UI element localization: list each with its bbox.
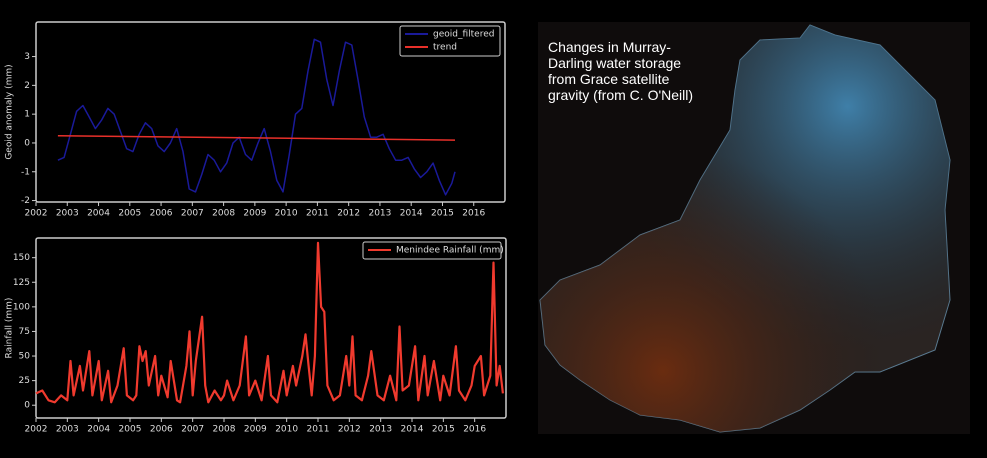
y-tick-label: 100	[13, 302, 30, 312]
caption-line: Darling water storage	[548, 55, 681, 71]
x-tick-label: 2010	[275, 425, 298, 435]
x-tick-label: 2008	[212, 209, 235, 219]
y-tick-label: 0	[24, 401, 30, 411]
y-axis-label: Rainfall (mm)	[5, 298, 15, 359]
caption-line: gravity (from C. O'Neill)	[548, 87, 693, 103]
x-tick-label: 2003	[56, 425, 79, 435]
map-shade-brown	[540, 25, 950, 432]
x-tick-label: 2013	[368, 209, 391, 219]
x-tick-label: 2016	[462, 209, 485, 219]
y-tick-label: 0	[24, 138, 30, 148]
x-tick-label: 2014	[401, 425, 424, 435]
x-tick-label: 2005	[118, 209, 141, 219]
data-line	[57, 135, 456, 141]
y-tick-label: 125	[13, 278, 30, 288]
y-tick-label: 1	[24, 110, 30, 120]
y-tick-label: 75	[19, 327, 30, 337]
legend-label: trend	[433, 43, 457, 53]
x-tick-label: 2008	[213, 425, 236, 435]
x-tick-label: 2005	[119, 425, 142, 435]
x-tick-label: 2003	[56, 209, 79, 219]
x-tick-label: 2002	[25, 425, 48, 435]
x-tick-label: 2007	[181, 209, 204, 219]
x-tick-label: 2016	[463, 425, 486, 435]
y-tick-label: 25	[19, 376, 30, 386]
x-tick-label: 2010	[275, 209, 298, 219]
x-tick-label: 2002	[25, 209, 48, 219]
y-axis-label: Geoid anomaly (mm)	[5, 64, 15, 159]
caption-line: from Grace satellite	[548, 71, 670, 87]
y-tick-label: 3	[24, 52, 30, 62]
x-tick-label: 2009	[244, 425, 267, 435]
x-tick-label: 2013	[369, 425, 392, 435]
data-line	[35, 241, 504, 404]
x-tick-label: 2007	[181, 425, 204, 435]
y-tick-label: 150	[13, 253, 30, 263]
data-line	[57, 38, 456, 196]
x-tick-label: 2006	[150, 209, 173, 219]
legend-label: Menindee Rainfall (mm)	[396, 246, 504, 256]
x-tick-label: 2006	[150, 425, 173, 435]
legend-label: geoid_filtered	[433, 30, 494, 40]
plot-frame	[35, 21, 506, 203]
x-tick-label: 2011	[306, 209, 329, 219]
x-tick-label: 2012	[338, 425, 361, 435]
x-tick-label: 2004	[87, 425, 110, 435]
caption-line: Changes in Murray-	[548, 39, 671, 55]
x-tick-label: 2015	[432, 425, 455, 435]
x-tick-label: 2009	[243, 209, 266, 219]
x-tick-label: 2011	[307, 425, 330, 435]
plot-frame	[35, 237, 507, 419]
x-tick-label: 2004	[87, 209, 110, 219]
y-tick-label: -2	[21, 196, 30, 206]
y-tick-label: 2	[24, 81, 30, 91]
y-tick-label: 50	[19, 352, 31, 362]
x-tick-label: 2012	[337, 209, 360, 219]
legend-box	[362, 241, 502, 260]
map-caption: Changes in Murray-Darling water storagef…	[548, 39, 693, 103]
y-tick-label: -1	[21, 167, 30, 177]
x-tick-label: 2014	[400, 209, 423, 219]
x-tick-label: 2015	[431, 209, 454, 219]
